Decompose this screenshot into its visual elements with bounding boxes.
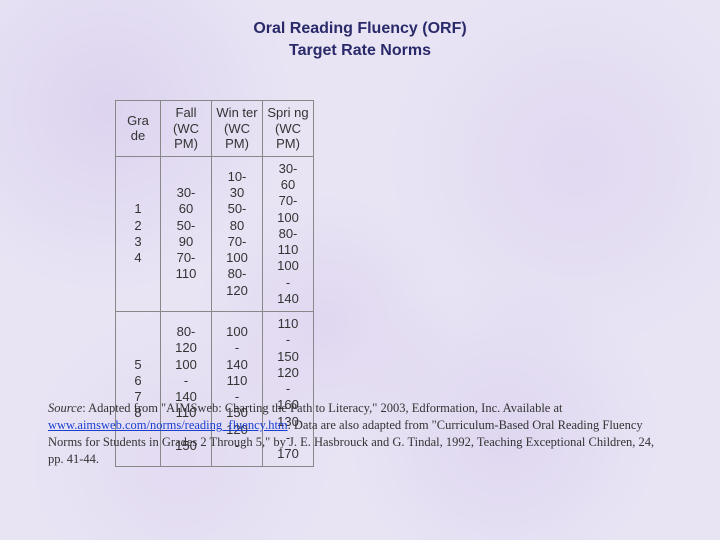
col-header-spring: Spri ng (WC PM) xyxy=(263,101,314,157)
title-line2: Target Rate Norms xyxy=(289,42,431,59)
cell-winter-1-4: 10- 30 50- 80 70- 100 80- 120 xyxy=(212,156,263,311)
page-title: Oral Reading Fluency (ORF) Target Rate N… xyxy=(0,18,720,61)
source-link[interactable]: www.aimsweb.com/norms/reading_fluency.ht… xyxy=(48,418,288,432)
col-header-fall: Fall (WC PM) xyxy=(161,101,212,157)
table-row: 1 2 3 4 30- 60 50- 90 70- 110 10- 30 50-… xyxy=(116,156,314,311)
cell-spring-1-4: 30- 60 70- 100 80- 110 100 - 140 xyxy=(263,156,314,311)
col-header-winter: Win ter (WC PM) xyxy=(212,101,263,157)
cell-grades-1-4: 1 2 3 4 xyxy=(116,156,161,311)
title-line1: Oral Reading Fluency (ORF) xyxy=(253,20,466,37)
col-header-grade: Gra de xyxy=(116,101,161,157)
source-text-1: : Adapted from "AIMSweb: Charting the Pa… xyxy=(82,401,562,415)
cell-fall-1-4: 30- 60 50- 90 70- 110 xyxy=(161,156,212,311)
source-label: Source xyxy=(48,401,82,415)
source-citation: Source: Adapted from "AIMSweb: Charting … xyxy=(48,400,672,468)
table-header-row: Gra de Fall (WC PM) Win ter (WC PM) Spri… xyxy=(116,101,314,157)
